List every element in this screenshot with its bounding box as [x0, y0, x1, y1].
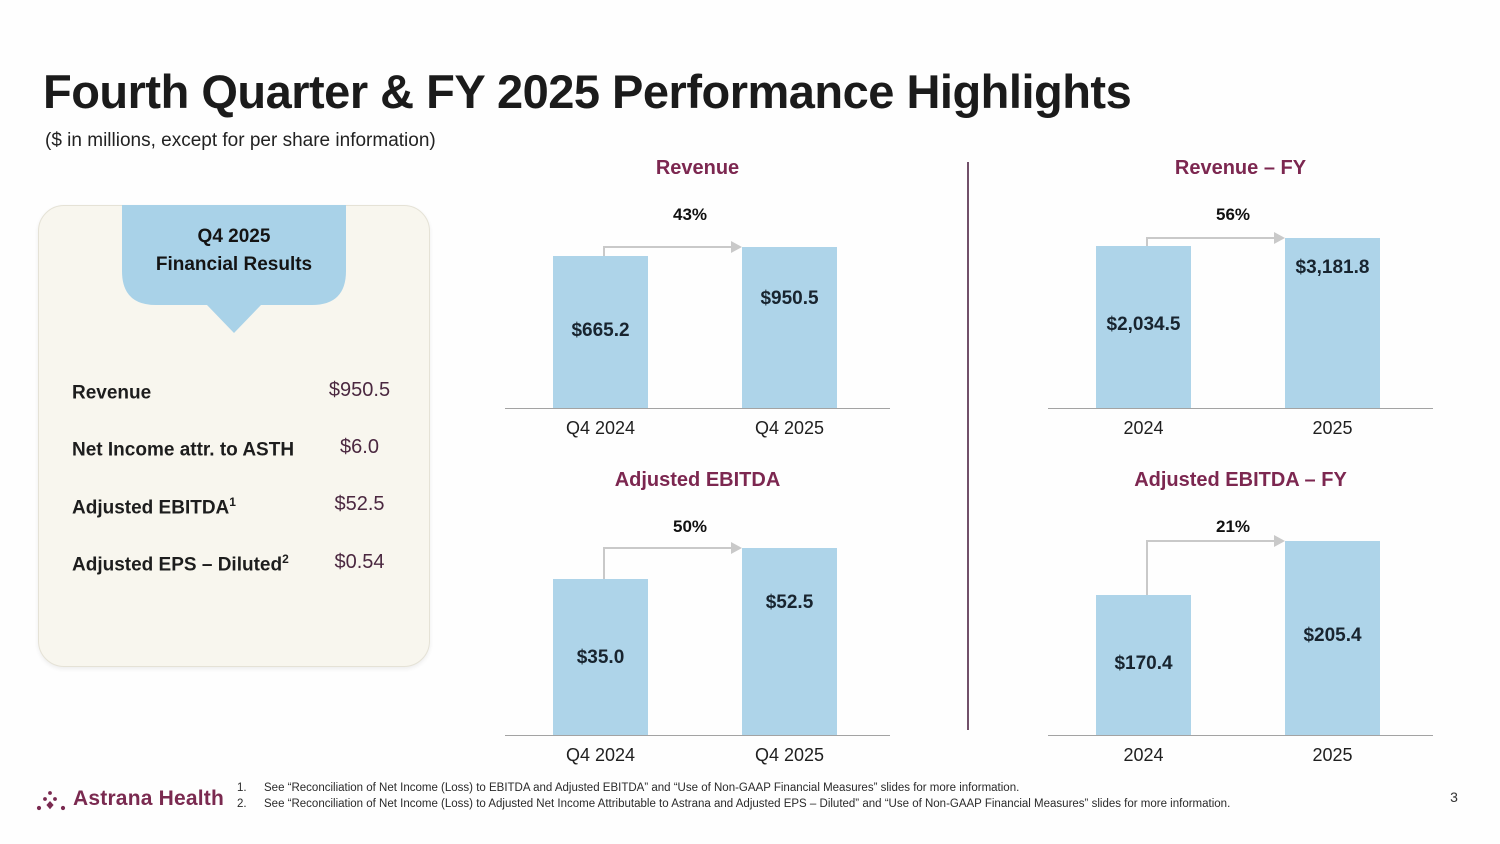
bar-prior-period: $35.0 — [553, 579, 648, 735]
bar-value-label: $3,181.8 — [1295, 257, 1370, 278]
revenue-q4-chart: Revenue 43% $665.2 $950.5 Q4 2024 Q4 202… — [505, 157, 890, 442]
adjusted-ebitda-q4-chart: Adjusted EBITDA 50% $35.0 $52.5 Q4 2024 … — [505, 469, 890, 769]
growth-arrow-head-icon — [731, 241, 742, 253]
x-axis-label: Q4 2025 — [754, 745, 825, 765]
bar-prior-period: $170.4 — [1096, 595, 1191, 735]
bar-value-label: $35.0 — [576, 647, 625, 668]
growth-arrow — [1146, 237, 1276, 239]
bar-current-period: $205.4 — [1285, 541, 1380, 735]
metric-label: Adjusted EBITDA1 — [72, 494, 236, 518]
x-axis-label: 2025 — [1312, 418, 1353, 438]
card-row-adjusted-ebitda: Adjusted EBITDA1 $52.5 — [72, 489, 409, 521]
growth-arrow — [603, 247, 605, 256]
x-axis-label: Q4 2024 — [565, 745, 636, 765]
x-axis-label: 2024 — [1123, 418, 1164, 438]
badge-ribbon-shape — [122, 205, 346, 333]
logo-text: Astrana Health — [73, 787, 225, 810]
metric-value: $52.5 — [334, 493, 385, 516]
growth-arrow — [603, 246, 733, 248]
bar-value-label: $2,034.5 — [1106, 314, 1181, 335]
growth-arrow-head-icon — [1274, 232, 1285, 244]
badge-text: Q4 2025 Financial Results — [120, 223, 348, 279]
footnote-2: 2. See “Reconciliation of Net Income (Lo… — [237, 797, 1231, 810]
footnotes: 1. See “Reconciliation of Net Income (Lo… — [237, 781, 1230, 812]
bar-value-label: $950.5 — [760, 288, 819, 309]
x-axis-labels: 2024 2025 — [1048, 418, 1433, 442]
adjusted-ebitda-fy-chart: Adjusted EBITDA – FY 21% $170.4 $205.4 2… — [1048, 469, 1433, 769]
astrana-health-logo: Astrana Health — [36, 786, 224, 812]
chart-plot: 21% $170.4 $205.4 — [1048, 495, 1433, 736]
vertical-divider — [967, 162, 969, 730]
growth-arrow-head-icon — [731, 542, 742, 554]
astrana-logo-icon — [36, 791, 66, 811]
card-row-revenue: Revenue $950.5 — [72, 374, 409, 406]
revenue-fy-chart: Revenue – FY 56% $2,034.5 $3,181.8 2024 … — [1048, 157, 1433, 442]
bar-current-period: $52.5 — [742, 548, 837, 735]
badge-line1: Q4 2025 — [197, 226, 271, 247]
bar-current-period: $3,181.8 — [1285, 238, 1380, 408]
growth-arrow — [1146, 238, 1148, 246]
chart-title: Revenue — [655, 157, 740, 179]
card-badge: Q4 2025 Financial Results — [120, 205, 348, 337]
growth-percent-label: 21% — [1215, 517, 1251, 536]
bar-current-period: $950.5 — [742, 247, 837, 408]
metric-label: Net Income attr. to ASTH — [72, 439, 295, 461]
bar-value-label: $665.2 — [571, 320, 630, 341]
metric-value: $0.54 — [334, 550, 385, 573]
page-number: 3 — [1450, 789, 1458, 805]
badge-line2: Financial Results — [155, 254, 313, 275]
card-row-net-income: Net Income attr. to ASTH $6.0 — [72, 431, 409, 463]
growth-arrow — [603, 547, 733, 549]
growth-percent-label: 50% — [672, 517, 708, 536]
growth-arrow — [1146, 541, 1148, 595]
chart-title: Adjusted EBITDA – FY — [1134, 469, 1347, 491]
growth-arrow — [603, 548, 605, 579]
x-axis-label: Q4 2024 — [565, 418, 636, 438]
chart-plot: 43% $665.2 $950.5 — [505, 183, 890, 409]
growth-percent-label: 56% — [1215, 205, 1251, 224]
x-axis-label: 2025 — [1312, 745, 1353, 765]
x-axis-labels: Q4 2024 Q4 2025 — [505, 418, 890, 442]
metric-label: Adjusted EPS – Diluted2 — [72, 551, 289, 576]
chart-plot: 56% $2,034.5 $3,181.8 — [1048, 183, 1433, 409]
x-axis-labels: 2024 2025 — [1048, 745, 1433, 769]
growth-arrow-head-icon — [1274, 535, 1285, 547]
chart-title: Revenue – FY — [1174, 157, 1307, 179]
bar-prior-period: $2,034.5 — [1096, 246, 1191, 408]
x-axis-labels: Q4 2024 Q4 2025 — [505, 745, 890, 769]
page-title: Fourth Quarter & FY 2025 Performance Hig… — [43, 65, 1132, 118]
card-row-adjusted-eps: Adjusted EPS – Diluted2 $0.54 — [72, 546, 409, 578]
x-axis-label: 2024 — [1123, 745, 1164, 765]
page-subtitle: ($ in millions, except for per share inf… — [45, 130, 436, 151]
q4-financial-results-card: Q4 2025 Financial Results Revenue $950.5… — [38, 205, 430, 667]
x-axis-label: Q4 2025 — [754, 418, 825, 438]
metric-label: Revenue — [72, 382, 152, 404]
bar-value-label: $170.4 — [1114, 653, 1173, 674]
bar-prior-period: $665.2 — [553, 256, 648, 408]
growth-arrow — [1146, 540, 1276, 542]
bar-value-label: $52.5 — [765, 592, 814, 613]
chart-plot: 50% $35.0 $52.5 — [505, 495, 890, 736]
footnote-1: 1. See “Reconciliation of Net Income (Lo… — [237, 782, 1020, 794]
bar-value-label: $205.4 — [1303, 625, 1362, 646]
metric-value: $6.0 — [340, 435, 379, 458]
growth-percent-label: 43% — [672, 205, 708, 224]
metric-value: $950.5 — [328, 378, 391, 401]
card-rows: Revenue $950.5 Net Income attr. to ASTH … — [72, 374, 409, 578]
chart-title: Adjusted EBITDA — [614, 469, 781, 491]
